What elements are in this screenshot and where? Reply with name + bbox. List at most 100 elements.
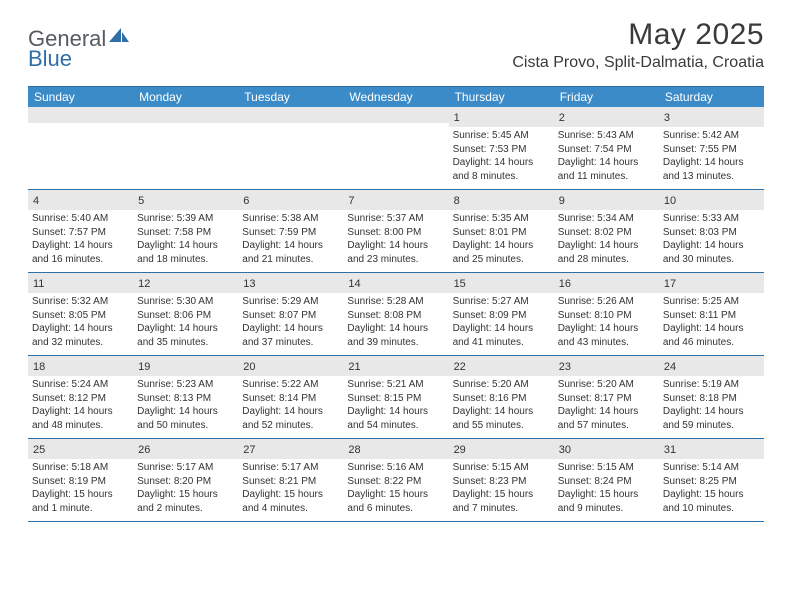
weekday-header: Sunday [28,87,133,107]
daylight-line: Daylight: 14 hours and 50 minutes. [137,405,234,432]
day-number-strip: 21 [343,356,448,376]
daylight-line: Daylight: 15 hours and 6 minutes. [347,488,444,515]
day-number-strip: 7 [343,190,448,210]
sunrise-line: Sunrise: 5:40 AM [32,212,129,226]
day-cell: 9Sunrise: 5:34 AMSunset: 8:02 PMDaylight… [554,190,659,272]
header: General May 2025 Cista Provo, Split-Dalm… [0,0,792,80]
daylight-line: Daylight: 14 hours and 32 minutes. [32,322,129,349]
sunset-line: Sunset: 8:20 PM [137,475,234,489]
day-cell: 19Sunrise: 5:23 AMSunset: 8:13 PMDayligh… [133,356,238,438]
day-cell: 21Sunrise: 5:21 AMSunset: 8:15 PMDayligh… [343,356,448,438]
day-cell: 27Sunrise: 5:17 AMSunset: 8:21 PMDayligh… [238,439,343,521]
sunset-line: Sunset: 7:55 PM [663,143,760,157]
day-cell: 16Sunrise: 5:26 AMSunset: 8:10 PMDayligh… [554,273,659,355]
daylight-line: Daylight: 15 hours and 7 minutes. [453,488,550,515]
day-cell: 1Sunrise: 5:45 AMSunset: 7:53 PMDaylight… [449,107,554,189]
sunrise-line: Sunrise: 5:25 AM [663,295,760,309]
day-number: 24 [664,361,676,373]
sunrise-line: Sunrise: 5:18 AM [32,461,129,475]
week-row: 18Sunrise: 5:24 AMSunset: 8:12 PMDayligh… [28,356,764,439]
day-number: 23 [559,361,571,373]
day-number: 21 [348,361,360,373]
day-number: 16 [559,278,571,290]
day-number-strip: 9 [554,190,659,210]
sunset-line: Sunset: 8:22 PM [347,475,444,489]
sunset-line: Sunset: 7:58 PM [137,226,234,240]
day-number-strip: 20 [238,356,343,376]
sunset-line: Sunset: 7:53 PM [453,143,550,157]
logo-blue-row: Blue [28,46,72,72]
sunrise-line: Sunrise: 5:28 AM [347,295,444,309]
sunrise-line: Sunrise: 5:32 AM [32,295,129,309]
day-cell: 26Sunrise: 5:17 AMSunset: 8:20 PMDayligh… [133,439,238,521]
daylight-line: Daylight: 15 hours and 9 minutes. [558,488,655,515]
week-row: 1Sunrise: 5:45 AMSunset: 7:53 PMDaylight… [28,107,764,190]
sunrise-line: Sunrise: 5:16 AM [347,461,444,475]
sunset-line: Sunset: 8:06 PM [137,309,234,323]
daylight-line: Daylight: 15 hours and 1 minute. [32,488,129,515]
daylight-line: Daylight: 14 hours and 28 minutes. [558,239,655,266]
day-number: 22 [454,361,466,373]
empty-day-strip [28,107,133,123]
day-number-strip: 28 [343,439,448,459]
day-number-strip: 2 [554,107,659,127]
sunset-line: Sunset: 8:07 PM [242,309,339,323]
day-number-strip: 25 [28,439,133,459]
sunrise-line: Sunrise: 5:43 AM [558,129,655,143]
logo-text-blue: Blue [28,46,72,71]
day-cell: 29Sunrise: 5:15 AMSunset: 8:23 PMDayligh… [449,439,554,521]
day-number: 26 [138,444,150,456]
location: Cista Provo, Split-Dalmatia, Croatia [512,54,764,72]
weekday-header: Friday [554,87,659,107]
sunrise-line: Sunrise: 5:33 AM [663,212,760,226]
sunset-line: Sunset: 8:10 PM [558,309,655,323]
day-cell: 23Sunrise: 5:20 AMSunset: 8:17 PMDayligh… [554,356,659,438]
day-number: 19 [138,361,150,373]
day-number: 18 [33,361,45,373]
sunrise-line: Sunrise: 5:15 AM [453,461,550,475]
day-number-strip: 3 [659,107,764,127]
day-cell: 28 Sunrise: 5:16 AMSunset: 8:22 PMDayligh… [343,439,448,521]
day-number: 2 [559,112,565,124]
day-number-strip: 12 [133,273,238,293]
day-cell: 6Sunrise: 5:38 AMSunset: 7:59 PMDaylight… [238,190,343,272]
sunset-line: Sunset: 8:15 PM [347,392,444,406]
daylight-line: Daylight: 14 hours and 54 minutes. [347,405,444,432]
day-number: 9 [559,195,565,207]
day-cell [343,107,448,189]
day-number-strip: 27 [238,439,343,459]
day-number-strip: 4 [28,190,133,210]
day-number: 29 [454,444,466,456]
sunrise-line: Sunrise: 5:17 AM [137,461,234,475]
day-number-strip: 19 [133,356,238,376]
sunset-line: Sunset: 8:03 PM [663,226,760,240]
daylight-line: Daylight: 14 hours and 57 minutes. [558,405,655,432]
sunrise-line: Sunrise: 5:17 AM [242,461,339,475]
sunset-line: Sunset: 8:18 PM [663,392,760,406]
weekday-header: Tuesday [238,87,343,107]
day-cell [238,107,343,189]
day-cell: 14Sunrise: 5:28 AMSunset: 8:08 PMDayligh… [343,273,448,355]
daylight-line: Daylight: 14 hours and 59 minutes. [663,405,760,432]
daylight-line: Daylight: 14 hours and 25 minutes. [453,239,550,266]
sunrise-line: Sunrise: 5:22 AM [242,378,339,392]
day-number: 5 [138,195,144,207]
day-cell: 2Sunrise: 5:43 AMSunset: 7:54 PMDaylight… [554,107,659,189]
sunrise-line: Sunrise: 5:15 AM [558,461,655,475]
weekday-header: Wednesday [343,87,448,107]
day-number-strip: 17 [659,273,764,293]
day-cell: 4Sunrise: 5:40 AMSunset: 7:57 PMDaylight… [28,190,133,272]
sunset-line: Sunset: 8:05 PM [32,309,129,323]
sunrise-line: Sunrise: 5:34 AM [558,212,655,226]
day-number: 31 [664,444,676,456]
daylight-line: Daylight: 14 hours and 18 minutes. [137,239,234,266]
sunset-line: Sunset: 8:11 PM [663,309,760,323]
daylight-line: Daylight: 14 hours and 11 minutes. [558,156,655,183]
day-number-strip: 23 [554,356,659,376]
sunrise-line: Sunrise: 5:24 AM [32,378,129,392]
daylight-line: Daylight: 14 hours and 8 minutes. [453,156,550,183]
day-cell: 20Sunrise: 5:22 AMSunset: 8:14 PMDayligh… [238,356,343,438]
empty-day-strip [238,107,343,123]
day-cell: 18Sunrise: 5:24 AMSunset: 8:12 PMDayligh… [28,356,133,438]
empty-day-strip [343,107,448,123]
